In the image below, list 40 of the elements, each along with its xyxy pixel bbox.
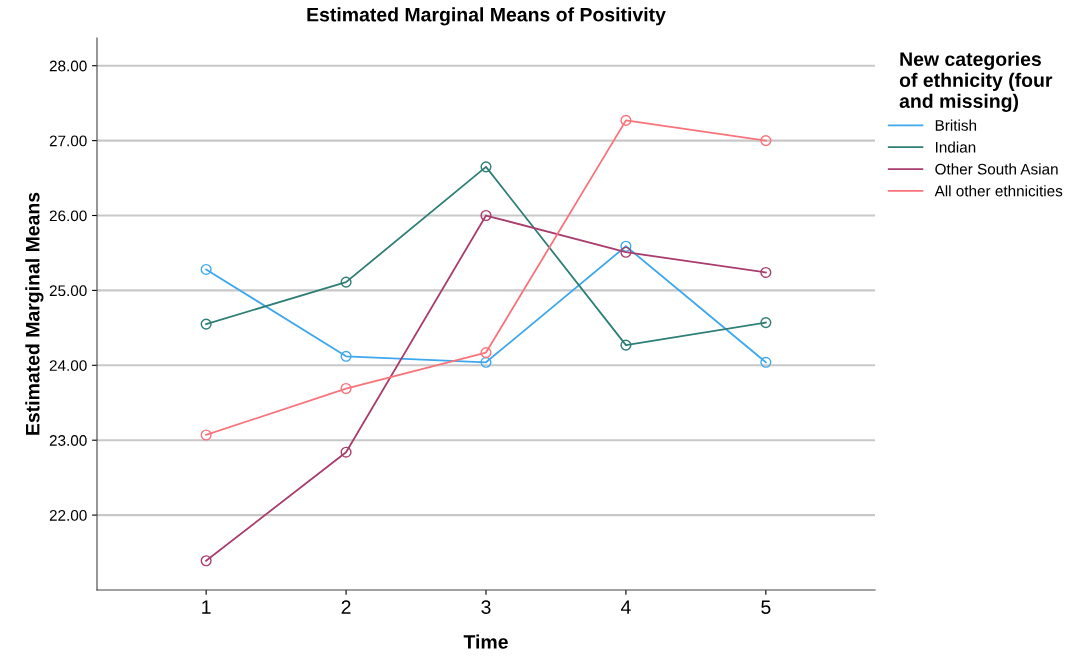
legend-title: New categories of ethnicity (four and missing) xyxy=(899,51,1053,112)
point xyxy=(200,263,212,275)
x-tick-label: 5 xyxy=(761,600,771,614)
point xyxy=(620,114,632,126)
legend-label: Other South Asian xyxy=(935,163,1058,175)
point xyxy=(620,246,632,258)
y-tick-label: 28.00 xyxy=(49,60,87,72)
x-tick-label: 1 xyxy=(202,600,211,614)
point xyxy=(340,350,352,362)
point xyxy=(760,135,772,147)
legend-label: British xyxy=(935,119,977,131)
point xyxy=(760,356,772,368)
point xyxy=(480,209,492,222)
point xyxy=(340,382,352,395)
point xyxy=(760,317,772,329)
y-tick-label: 23.00 xyxy=(49,435,87,446)
y-tick-label: 27.00 xyxy=(49,135,87,147)
point xyxy=(200,318,212,330)
point xyxy=(480,356,492,368)
point xyxy=(480,347,492,359)
x-tick-label: 3 xyxy=(481,600,491,614)
legend-label: All other ethnicities xyxy=(934,185,1063,197)
x-tick-label: 4 xyxy=(620,600,631,614)
y-axis-title: Estimated Marginal Means xyxy=(25,192,44,435)
x-axis-title: Time xyxy=(463,634,508,649)
y-tick-label: 22.00 xyxy=(49,509,87,521)
point xyxy=(200,555,212,567)
point xyxy=(620,240,632,252)
point xyxy=(200,429,212,441)
point xyxy=(340,276,352,288)
y-tick-label: 24.00 xyxy=(49,360,87,371)
y-tick-label: 26.00 xyxy=(49,210,87,222)
point xyxy=(480,161,492,173)
x-tick-label: 2 xyxy=(341,600,351,614)
point xyxy=(760,266,772,278)
point xyxy=(620,339,632,351)
legend-label: Indian xyxy=(935,141,976,153)
y-tick-label: 25.00 xyxy=(49,285,87,297)
point xyxy=(340,446,352,458)
chart-title: Estimated Marginal Means of Positivity xyxy=(307,7,666,26)
